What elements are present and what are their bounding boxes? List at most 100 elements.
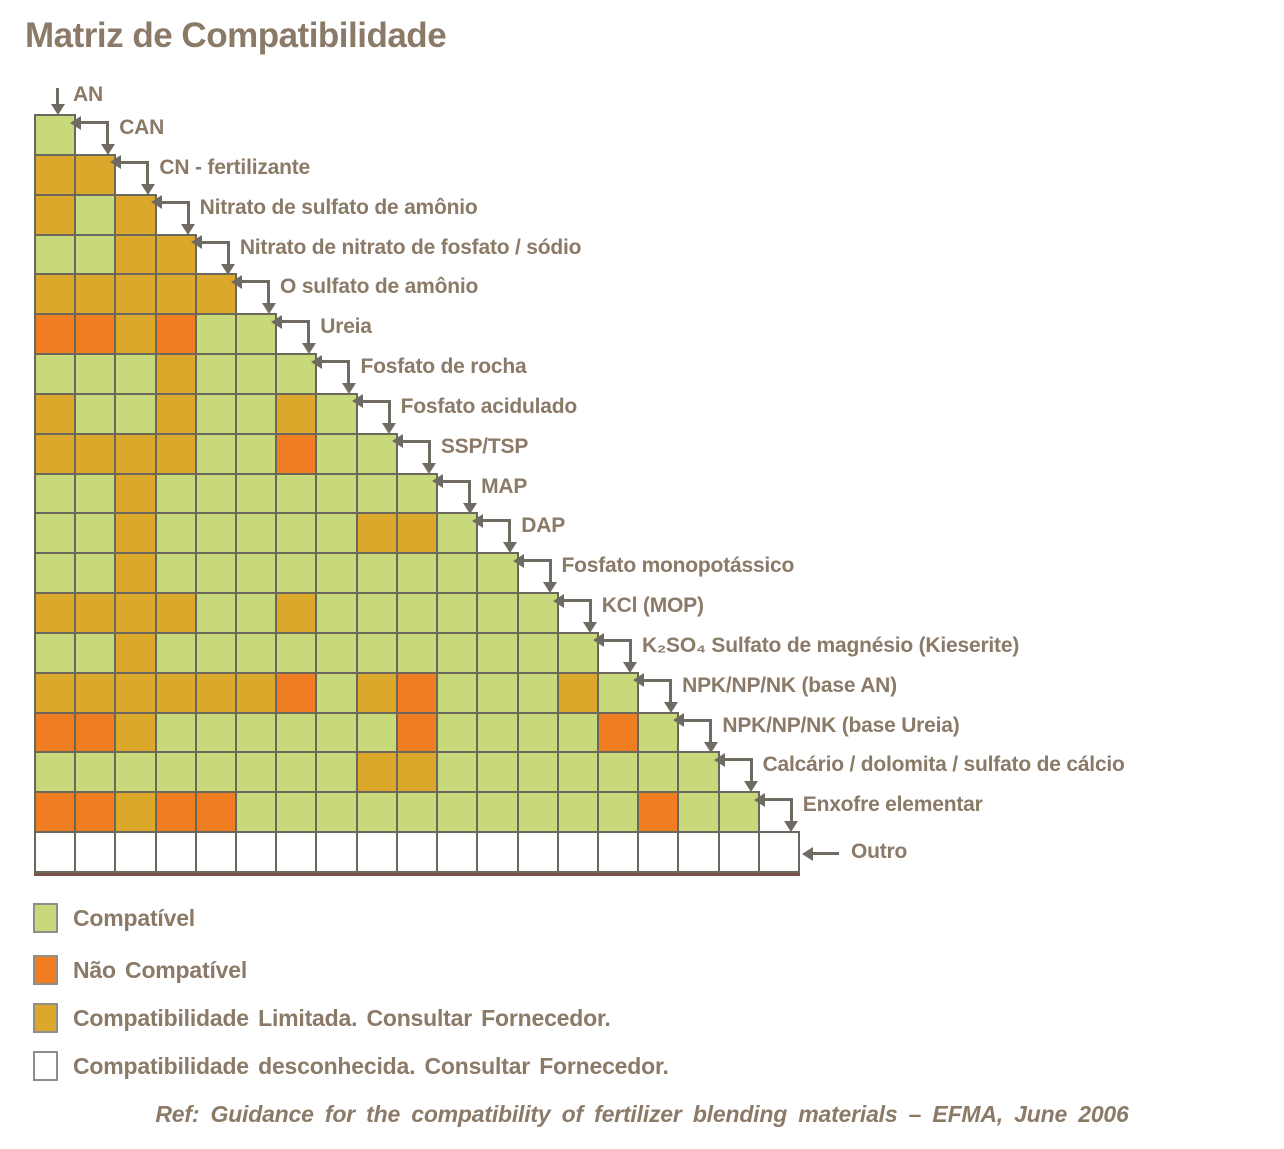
- matrix-cell: [436, 711, 479, 754]
- matrix-cell: [34, 711, 77, 754]
- matrix-cell: [74, 791, 117, 834]
- matrix-cell: [154, 273, 197, 316]
- label-arrow-line: [683, 718, 713, 722]
- matrix-cell: [34, 512, 77, 555]
- label-arrow-down-icon: [341, 383, 356, 395]
- matrix-cell: [596, 831, 640, 873]
- matrix-cell: [194, 791, 238, 834]
- matrix-cell: [194, 831, 238, 873]
- label-arrow-line: [267, 281, 271, 305]
- matrix-cell: [275, 432, 318, 475]
- matrix-cell: [436, 671, 479, 714]
- matrix-cell: [355, 831, 398, 873]
- matrix-cell: [476, 791, 519, 834]
- matrix-cell: [74, 273, 117, 316]
- matrix-cell: [114, 751, 157, 794]
- matrix-cell: [74, 432, 117, 475]
- row-label-cn-fertilizante: CN - fertilizante: [159, 155, 311, 179]
- row-label-fosfato-de-rocha: Fosfato de rocha: [360, 355, 527, 379]
- matrix-cell: [275, 751, 318, 794]
- label-arrow-line: [427, 440, 431, 464]
- matrix-cell: [395, 592, 439, 634]
- matrix-cell: [154, 353, 197, 395]
- matrix-cell: [275, 392, 318, 435]
- label-arrow-left-icon: [801, 846, 813, 861]
- matrix-cell: [114, 552, 157, 595]
- label-arrow-left-icon: [673, 713, 685, 728]
- legend-swatch-compatibilidade-limitada: [33, 1003, 58, 1033]
- label-arrow-line: [281, 320, 311, 324]
- legend-label-compatibilidade-limitada: Compatibilidade Limitada. Consultar Forn…: [73, 1005, 611, 1031]
- matrix-cell: [275, 671, 318, 714]
- matrix-cell: [235, 711, 278, 754]
- label-arrow-down-icon: [261, 303, 276, 315]
- matrix-cell: [395, 512, 439, 555]
- page-title: Matriz de Compatibilidade: [25, 16, 447, 55]
- label-arrow-down-icon: [703, 741, 718, 753]
- label-arrow-left-icon: [351, 394, 363, 409]
- matrix-cell: [315, 751, 358, 794]
- label-arrow-line: [522, 559, 552, 563]
- matrix-cell: [476, 831, 519, 873]
- matrix-cell: [315, 472, 358, 515]
- matrix-cell: [154, 392, 197, 435]
- matrix-cell: [34, 313, 77, 356]
- matrix-cell: [74, 671, 117, 714]
- matrix-cell: [516, 711, 559, 754]
- matrix-cell: [114, 432, 157, 475]
- row-label-npk-np-nk-base-ureia: NPK/NP/NK (base Ureia): [722, 713, 960, 737]
- matrix-cell: [194, 273, 238, 316]
- label-arrow-line: [588, 600, 592, 624]
- matrix-cell: [34, 392, 77, 435]
- matrix-cell: [596, 711, 640, 754]
- matrix-cell: [717, 831, 760, 873]
- matrix-cell: [194, 631, 238, 674]
- label-arrow-line: [321, 360, 351, 364]
- label-arrow-line: [628, 639, 632, 663]
- matrix-cell: [194, 751, 238, 794]
- an-arrow-line: [56, 88, 59, 105]
- matrix-cell: [275, 552, 318, 595]
- row-label-outro: Outro: [850, 840, 908, 864]
- label-arrow-down-icon: [462, 502, 477, 514]
- row-label-nitrato-de-sulfato-de-am-nio: Nitrato de sulfato de amônio: [199, 195, 478, 219]
- matrix-cell: [194, 592, 238, 634]
- matrix-cell: [315, 392, 358, 435]
- matrix-cell: [194, 353, 238, 395]
- label-arrow-left-icon: [432, 474, 444, 489]
- matrix-cell: [436, 512, 479, 555]
- matrix-cell: [637, 831, 680, 873]
- matrix-cell: [596, 751, 640, 794]
- label-arrow-down-icon: [221, 263, 236, 275]
- matrix-cell: [275, 472, 318, 515]
- row-label-dap: DAP: [521, 514, 566, 538]
- matrix-cell: [395, 751, 439, 794]
- an-arrow-down-icon: [50, 104, 65, 115]
- label-arrow-down-icon: [502, 542, 517, 554]
- matrix-cell: [395, 671, 439, 714]
- matrix-cell: [315, 711, 358, 754]
- col-label-an: AN: [73, 83, 103, 106]
- label-arrow-line: [709, 719, 713, 743]
- matrix-cell: [34, 193, 77, 236]
- matrix-cell: [34, 631, 77, 674]
- label-arrow-left-icon: [552, 593, 564, 608]
- matrix-cell: [194, 392, 238, 435]
- label-arrow-line: [401, 439, 431, 443]
- matrix-cell: [154, 432, 197, 475]
- matrix-cell: [34, 353, 77, 395]
- matrix-cell: [154, 751, 197, 794]
- matrix-cell: [34, 472, 77, 515]
- legend-label-compat-vel: Compatível: [73, 905, 195, 931]
- matrix-cell: [476, 671, 519, 714]
- label-arrow-line: [669, 679, 673, 703]
- label-arrow-line: [763, 798, 793, 802]
- label-arrow-line: [146, 161, 150, 185]
- label-arrow-left-icon: [633, 673, 645, 688]
- label-arrow-line: [749, 759, 753, 783]
- label-arrow-left-icon: [512, 553, 524, 568]
- matrix-cell: [154, 711, 197, 754]
- matrix-cell: [194, 313, 238, 356]
- matrix-cell: [194, 711, 238, 754]
- matrix-cell: [757, 831, 800, 873]
